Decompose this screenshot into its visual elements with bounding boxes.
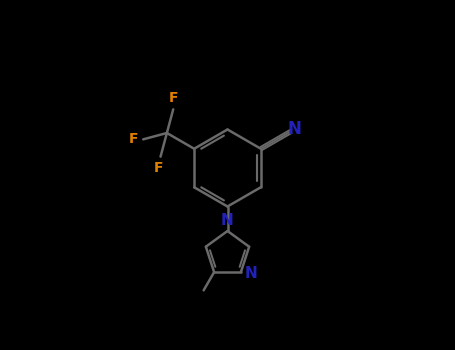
Text: N: N xyxy=(221,213,234,228)
Text: F: F xyxy=(129,132,139,146)
Text: N: N xyxy=(244,266,257,281)
Text: F: F xyxy=(168,91,178,105)
Text: F: F xyxy=(154,161,163,175)
Text: N: N xyxy=(288,120,302,138)
